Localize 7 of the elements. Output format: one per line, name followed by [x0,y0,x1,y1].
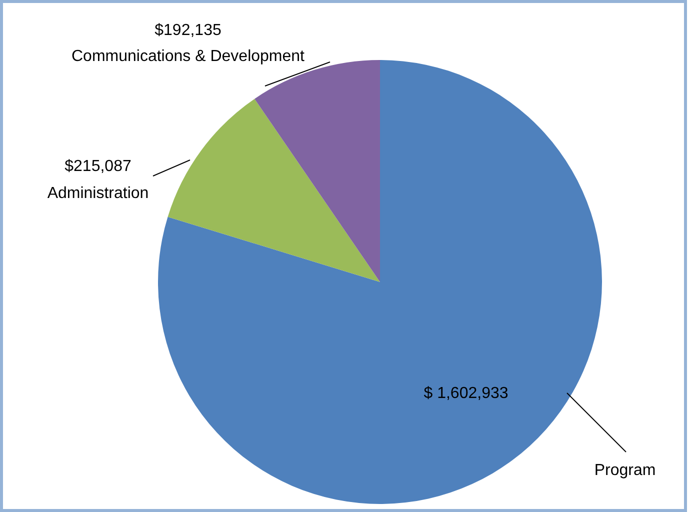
data-label: $192,135 [154,22,222,39]
slice-label: Program [594,462,656,479]
data-label: $ 1,602,933 [424,385,508,402]
slice-label: Administration [47,185,149,202]
pie-slice [168,98,380,282]
slice-label: Communications & Development [72,48,306,65]
data-label: $215,087 [64,158,132,175]
